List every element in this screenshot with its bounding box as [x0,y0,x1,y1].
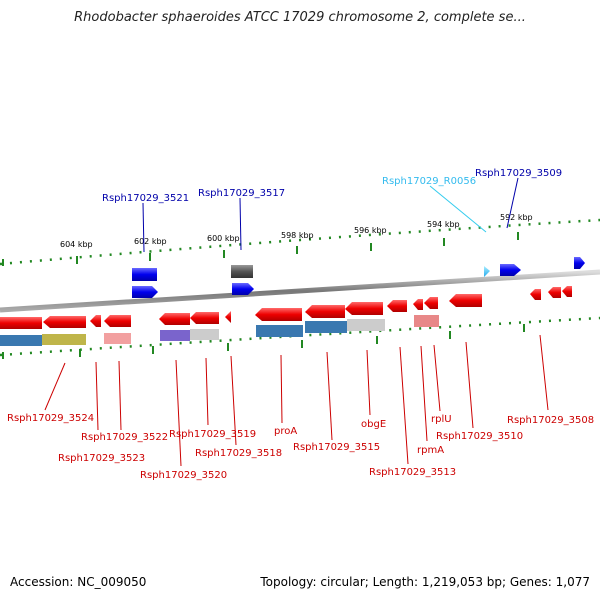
reverse-gene-3524[interactable] [0,317,42,329]
gene-label-obgE[interactable]: obgE [361,419,386,430]
feature-bar [0,335,42,346]
gene-label-rpmA[interactable]: rpmA [417,445,444,456]
gene-label-3522[interactable]: Rsph17029_3522 [81,432,168,443]
forward-gene-3521a[interactable] [132,268,157,281]
reverse-gene-3515[interactable] [305,305,345,318]
top-leader-lines [142,177,519,253]
scale-tick-label: 602 kbp [134,237,167,246]
feature-bar [414,315,439,327]
reverse-gene-rplU[interactable] [424,297,438,309]
reverse-gene-3523[interactable] [43,316,86,328]
gene-label-3510[interactable]: Rsph17029_3510 [436,431,523,442]
scale-tick-label: 604 kbp [60,240,93,249]
reverse-gene-3508b[interactable] [548,287,561,298]
gene-label-rplU[interactable]: rplU [431,414,452,425]
gene-label-3518[interactable]: Rsph17029_3518 [195,448,282,459]
reverse-gene-3520[interactable] [159,313,190,325]
genome-summary-text: Topology: circular; Length: 1,219,053 bp… [260,575,590,589]
gene-label-3520[interactable]: Rsph17029_3520 [140,470,227,481]
scale-tick-label: 592 kbp [500,213,533,222]
bottom-leader-lines [44,334,549,467]
gene-label-proA[interactable]: proA [274,426,297,437]
reverse-gene-3508c[interactable] [562,286,572,297]
reverse-gene-rpmA[interactable] [413,299,423,310]
reverse-gene-3513[interactable] [387,300,407,312]
map-title: Rhodobacter sphaeroides ATCC 17029 chrom… [74,10,526,25]
forward-gene-3517[interactable] [232,283,254,295]
major-ticks-top [2,232,519,266]
forward-strand-genes [132,257,585,298]
gene-label-3524[interactable]: Rsph17029_3524 [7,413,94,424]
gene-label-3513[interactable]: Rsph17029_3513 [369,467,456,478]
gene-label-3509[interactable]: Rsph17029_3509 [475,168,562,179]
accession-text: Accession: NC_009050 [10,575,147,589]
gene-label-3517[interactable]: Rsph17029_3517 [198,188,285,199]
forward-gene-3521[interactable] [132,286,158,298]
scale-tick-label: 598 kbp [281,231,314,240]
scale-track-top [0,218,600,266]
feature-bar [305,321,347,333]
feature-track [0,315,439,346]
scale-tick-label: 596 kbp [354,226,387,235]
pseudo-gene-3517[interactable] [231,265,253,278]
reverse-strand-genes [0,286,572,329]
genome-backbone [0,269,600,313]
reverse-gene-3519[interactable] [190,312,219,324]
gene-label-3521[interactable]: Rsph17029_3521 [102,193,189,204]
forward-gene-3507[interactable] [574,257,585,269]
scale-tick-label: 594 kbp [427,220,460,229]
reverse-gene-3522a[interactable] [90,315,101,327]
reverse-gene-3508a[interactable] [530,289,541,300]
gene-label-3508[interactable]: Rsph17029_3508 [507,415,594,426]
reverse-gene-obgE[interactable] [345,302,383,315]
gene-label-3519[interactable]: Rsph17029_3519 [169,429,256,440]
feature-bar [347,319,385,331]
scale-tick-label: 600 kbp [207,234,240,243]
forward-gene-3509[interactable] [500,264,521,276]
reverse-gene-3522[interactable] [104,315,131,327]
reverse-gene-proA[interactable] [255,308,302,321]
feature-bar [42,334,86,345]
reverse-gene-3510[interactable] [449,294,482,307]
major-ticks-bottom [2,324,525,359]
gene-label-3515[interactable]: Rsph17029_3515 [293,442,380,453]
rna-gene-R0056[interactable] [484,266,490,277]
feature-bar [104,333,131,344]
reverse-gene-3518[interactable] [225,311,231,323]
gene-label-3523[interactable]: Rsph17029_3523 [58,453,145,464]
feature-bar [160,330,190,341]
feature-bar [256,325,303,337]
feature-bar [190,329,219,340]
gene-label-R0056[interactable]: Rsph17029_R0056 [382,176,476,187]
